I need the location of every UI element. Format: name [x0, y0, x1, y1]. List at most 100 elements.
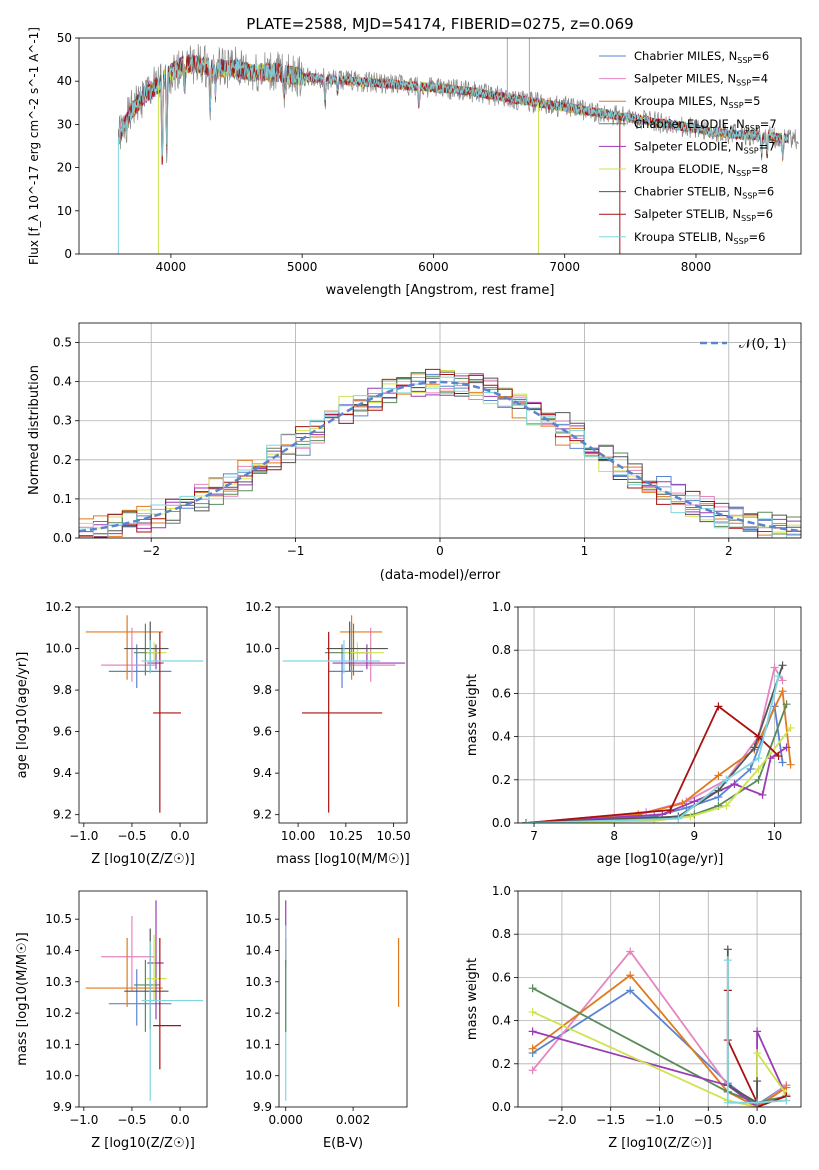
y-tick-label: 0.4	[53, 375, 72, 389]
weight-marker	[754, 775, 763, 784]
xlabel-label: (data-model)/error	[380, 568, 501, 583]
weight-marker	[774, 752, 783, 761]
x-tick-label: 0.002	[336, 1113, 370, 1127]
weight-marker	[528, 1066, 537, 1075]
residual-histogram	[79, 376, 801, 538]
weight-marker	[528, 1007, 537, 1016]
weight-marker	[723, 956, 732, 965]
panel-age_vs_Z: −1.0 −0.5 0.0 9.2 9.4 9.6 9.8 10.0 10.2 Z [log10(…	[15, 600, 208, 867]
legend-label-sub: SSP	[736, 169, 751, 178]
weight-line	[532, 1011, 788, 1107]
legend-label-eq: =7	[760, 117, 777, 131]
legend-label-eq: =6	[752, 49, 769, 63]
legend-label-sub: SSP	[734, 237, 749, 246]
weight-line	[526, 727, 792, 823]
legend-label-eq: =6	[757, 185, 774, 199]
x-tick-label: 8	[610, 829, 618, 843]
weight-marker	[753, 1098, 762, 1107]
x-tick-label: −1.5	[596, 1113, 625, 1127]
y-tick-label: 0.6	[492, 686, 511, 700]
weight-marker	[754, 754, 763, 763]
weight-marker	[714, 771, 723, 780]
y-tick-label: 10.4	[245, 943, 272, 957]
x-tick-label: 10.50	[376, 829, 410, 843]
y-tick-label: 0.0	[492, 1100, 511, 1114]
y-tick-label: 0.2	[492, 1057, 511, 1071]
plot-area-weight_vs_Z	[528, 945, 791, 1107]
x-tick-label: 7	[530, 829, 538, 843]
panel-spectrum: 4000 5000 6000 7000 8000 0 10 20 30 40 50 wavelengt…	[27, 27, 802, 298]
residual-histogram	[79, 371, 801, 538]
x-tick-label: 7000	[549, 260, 580, 274]
legend-label-sub: SSP	[729, 101, 744, 110]
y-tick-label: 30	[57, 117, 72, 131]
panel-mass_vs_Z: −1.0 −0.5 0.0 9.9 10.0 10.1 10.2 10.3 10.4 10.5 Z …	[15, 890, 208, 1151]
legend-label-text: Kroupa ELODIE, N	[634, 162, 736, 176]
weight-marker	[746, 765, 755, 773]
panel-mass_vs_EBV: 0.000 0.002 9.9 10.0 10.1 10.2 10.3 10.4 10.5 E(B…	[245, 890, 408, 1151]
legend-label-eq: =6	[749, 230, 766, 244]
y-tick-label: 40	[57, 74, 72, 88]
weight-marker	[778, 687, 787, 696]
x-tick-label: 10.25	[329, 829, 363, 843]
weight-marker	[750, 743, 759, 752]
y-tick-label: 0.3	[53, 414, 72, 428]
y-tick-label: 10.1	[245, 1037, 272, 1051]
weight-marker	[723, 1098, 732, 1107]
y-tick-label: 10.3	[45, 975, 72, 989]
x-tick-label: −1.0	[645, 1113, 674, 1127]
weight-marker	[714, 702, 723, 711]
axes-frame	[78, 606, 208, 824]
x-tick-label: −0.5	[117, 1113, 146, 1127]
y-tick-label: 50	[57, 31, 72, 45]
weight-marker	[774, 672, 783, 681]
xlabel-label: Z [log10(Z/Z☉)]	[91, 852, 195, 867]
x-tick-label: −2	[142, 544, 160, 558]
legend-label-text: Salpeter STELIB, N	[634, 207, 741, 221]
y-tick-label: 0.6	[492, 970, 511, 984]
axes-frame	[517, 890, 802, 1108]
gaussian-curve	[79, 380, 801, 533]
weight-marker	[782, 1096, 791, 1105]
weight-marker	[786, 723, 795, 732]
x-tick-label: 10	[767, 829, 782, 843]
axes-frame	[278, 890, 408, 1108]
legend-label: Chabrier MILES, NSSP=6	[634, 49, 769, 65]
x-tick-label: 9	[691, 829, 699, 843]
y-tick-label: 9.4	[53, 766, 72, 780]
legend-label-eq: =7	[759, 139, 776, 153]
residual-histogram	[79, 373, 801, 535]
y-tick-label: 10.0	[245, 1069, 272, 1083]
legend-label-text: Chabrier STELIB, N	[634, 185, 742, 199]
legend-label-text: Salpeter MILES, N	[634, 72, 736, 86]
y-tick-label: 20	[57, 161, 72, 175]
y-tick-label: 9.2	[53, 808, 72, 822]
y-tick-label: 10.5	[45, 912, 72, 926]
x-tick-label: 0.0	[748, 1113, 767, 1127]
y-tick-label: 10.0	[245, 642, 272, 656]
xlabel-label: Z [log10(Z/Z☉)]	[608, 1136, 712, 1151]
legend-label-text: Kroupa MILES, N	[634, 94, 729, 108]
x-tick-label: 10.00	[281, 829, 315, 843]
residual-histogram	[79, 368, 801, 538]
legend-label: Salpeter STELIB, NSSP=6	[634, 207, 773, 223]
legend-label-sub: SSP	[741, 214, 756, 223]
y-tick-label: 9.8	[253, 683, 272, 697]
ylabel-label: Flux [f_λ 10^-17 erg cm^-2 s^-1 A^-1]	[27, 27, 41, 265]
y-tick-label: 10.0	[45, 642, 72, 656]
legend-label: Salpeter ELODIE, NSSP=7	[634, 139, 776, 155]
legend-label-text: Kroupa STELIB, N	[634, 230, 734, 244]
x-tick-label: 4000	[156, 260, 187, 274]
legend-label: Kroupa MILES, NSSP=5	[634, 94, 760, 110]
weight-marker	[778, 661, 787, 670]
weight-marker	[782, 700, 791, 709]
spectrum-model-line	[118, 54, 789, 158]
y-tick-label: 10.4	[45, 943, 72, 957]
y-tick-label: 0.4	[492, 730, 511, 744]
weight-marker	[753, 1049, 762, 1057]
y-tick-label: 0.0	[53, 531, 72, 545]
weight-marker	[722, 801, 731, 810]
weight-marker	[786, 760, 795, 769]
axes-frame	[517, 606, 802, 824]
